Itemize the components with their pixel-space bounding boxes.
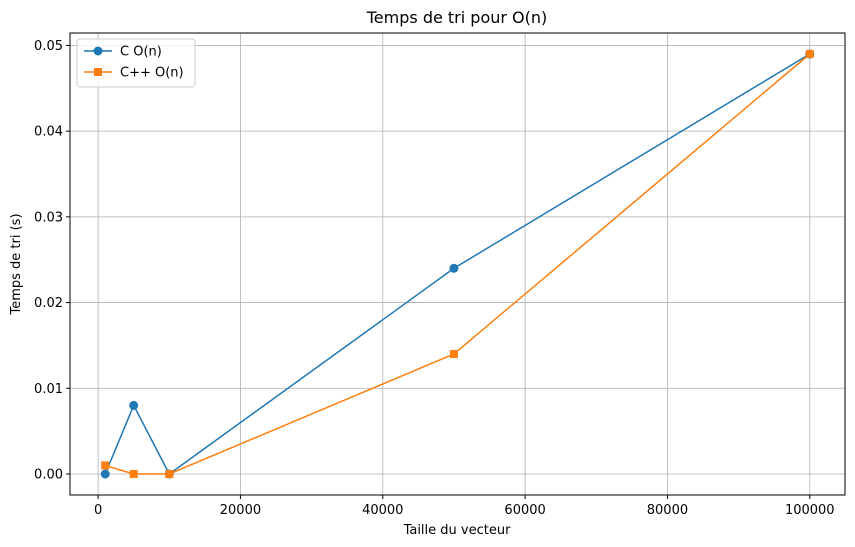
data-point bbox=[449, 263, 459, 273]
x-axis: 0 20000 40000 60000 80000 100000 bbox=[94, 495, 835, 518]
legend-label: C O(n) bbox=[120, 45, 162, 60]
y-tick-label: 0.02 bbox=[34, 296, 63, 311]
y-tick-label: 0.05 bbox=[34, 39, 63, 54]
data-point bbox=[101, 461, 110, 470]
y-axis: 0.00 0.01 0.02 0.03 0.04 0.05 bbox=[34, 39, 70, 483]
x-tick-label: 40000 bbox=[362, 503, 403, 518]
y-axis-label: Temps de tri (s) bbox=[9, 213, 24, 315]
legend-marker bbox=[94, 68, 102, 76]
plot-frame bbox=[69, 32, 846, 496]
data-point bbox=[449, 350, 458, 358]
series-cpp bbox=[101, 50, 814, 478]
x-tick-label: 0 bbox=[94, 503, 102, 518]
x-tick-label: 80000 bbox=[647, 503, 688, 518]
grid bbox=[70, 33, 845, 495]
data-point bbox=[165, 470, 174, 478]
data-point bbox=[100, 469, 110, 479]
chart-title: Temps de tri pour O(n) bbox=[366, 8, 548, 27]
y-tick-label: 0.04 bbox=[34, 125, 63, 140]
data-point bbox=[129, 400, 139, 410]
legend-label: C++ O(n) bbox=[120, 66, 184, 81]
series-line bbox=[104, 53, 811, 476]
legend-item: C++ O(n) bbox=[84, 66, 184, 81]
x-tick-label: 100000 bbox=[785, 503, 835, 518]
y-tick-label: 0.01 bbox=[34, 382, 63, 397]
x-tick-label: 20000 bbox=[220, 503, 261, 518]
x-axis-label: Taille du vecteur bbox=[403, 523, 512, 538]
legend-item: C O(n) bbox=[84, 45, 162, 60]
y-tick-label: 0.03 bbox=[34, 210, 63, 225]
legend: C O(n) C++ O(n) bbox=[76, 38, 196, 88]
series-layer bbox=[100, 49, 815, 479]
x-tick-label: 60000 bbox=[504, 503, 545, 518]
y-tick-label: 0.00 bbox=[34, 468, 63, 483]
series-c bbox=[100, 49, 815, 479]
legend-marker bbox=[93, 46, 103, 56]
data-point bbox=[805, 50, 814, 58]
data-point bbox=[129, 470, 138, 478]
